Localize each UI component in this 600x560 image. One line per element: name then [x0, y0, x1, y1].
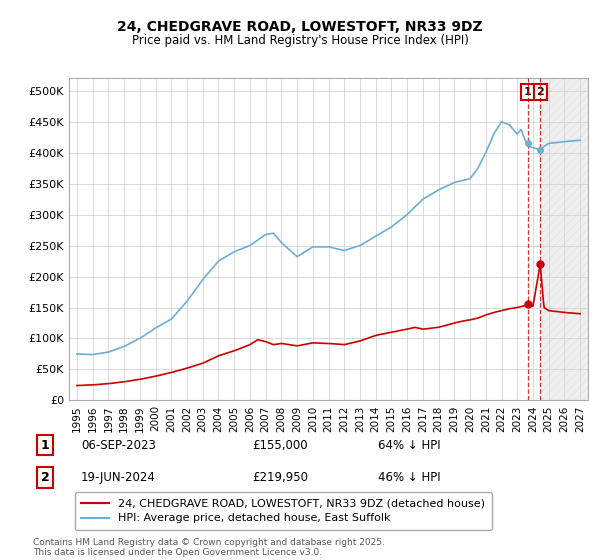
Text: 2: 2	[536, 87, 544, 97]
Text: 06-SEP-2023: 06-SEP-2023	[81, 438, 156, 452]
Text: £155,000: £155,000	[252, 438, 308, 452]
Text: 1: 1	[524, 87, 532, 97]
Bar	[541, 78, 596, 400]
Text: Contains HM Land Registry data © Crown copyright and database right 2025.
This d: Contains HM Land Registry data © Crown c…	[33, 538, 385, 557]
Legend: 24, CHEDGRAVE ROAD, LOWESTOFT, NR33 9DZ (detached house), HPI: Average price, de: 24, CHEDGRAVE ROAD, LOWESTOFT, NR33 9DZ …	[74, 492, 491, 530]
Text: 19-JUN-2024: 19-JUN-2024	[81, 471, 156, 484]
Text: Price paid vs. HM Land Registry's House Price Index (HPI): Price paid vs. HM Land Registry's House …	[131, 34, 469, 46]
Text: 2: 2	[41, 471, 49, 484]
Text: £219,950: £219,950	[252, 471, 308, 484]
Text: 64% ↓ HPI: 64% ↓ HPI	[378, 438, 440, 452]
Text: 1: 1	[41, 438, 49, 452]
Text: 24, CHEDGRAVE ROAD, LOWESTOFT, NR33 9DZ: 24, CHEDGRAVE ROAD, LOWESTOFT, NR33 9DZ	[117, 20, 483, 34]
Text: 46% ↓ HPI: 46% ↓ HPI	[378, 471, 440, 484]
